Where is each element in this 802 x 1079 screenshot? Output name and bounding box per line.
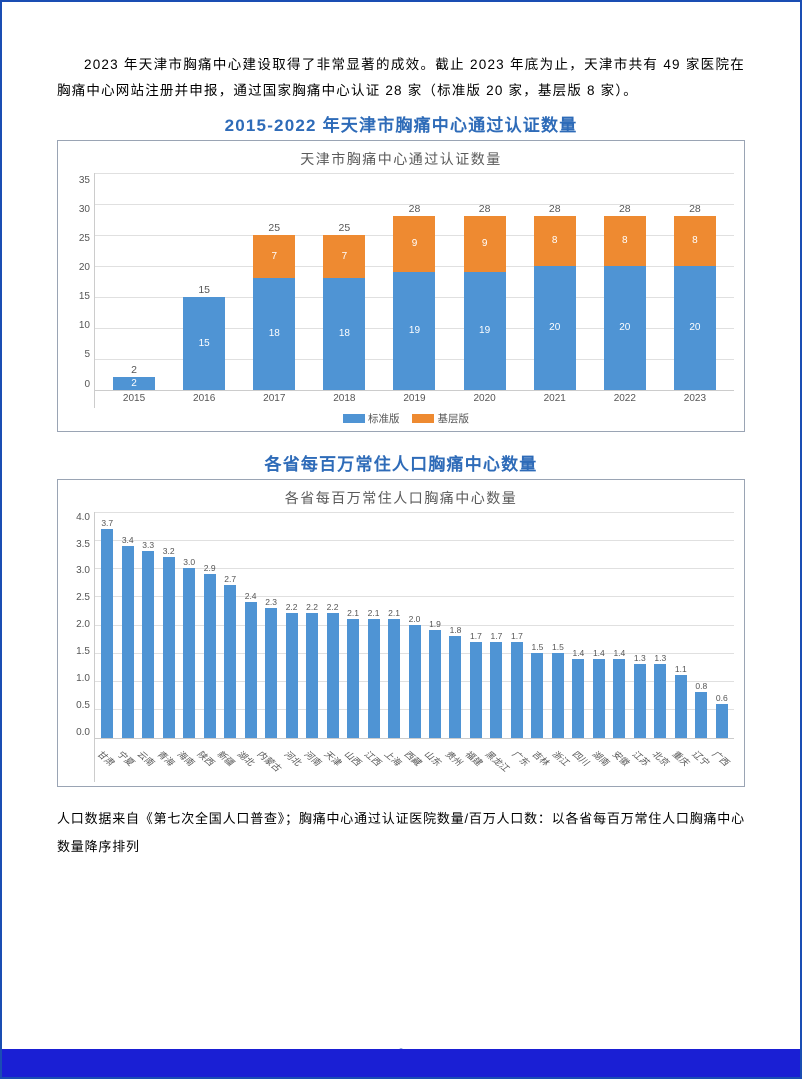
- chart1-x-axis: 201520162017201820192020202120222023: [95, 390, 734, 408]
- chart1-bars: 2215152518725187281992819928208282082820…: [95, 173, 734, 390]
- footnote: 人口数据来自《第七次全国人口普查》；胸痛中心通过认证医院数量/百万人口数：以各省…: [57, 805, 745, 862]
- legend-swatch-standard: [343, 414, 365, 423]
- chart1-inner-title: 天津市胸痛中心通过认证数量: [68, 149, 734, 169]
- chart2-inner-title: 各省每百万常住人口胸痛中心数量: [68, 488, 734, 508]
- legend-swatch-base: [412, 414, 434, 423]
- legend-label-base: 基层版: [437, 413, 469, 425]
- chart2-bars: 3.73.43.33.23.02.92.72.42.32.22.22.22.12…: [95, 512, 734, 738]
- page-frame: 2023 年天津市胸痛中心建设取得了非常显著的成效。截止 2023 年底为止，天…: [0, 0, 802, 1079]
- legend-label-standard: 标准版: [368, 413, 400, 425]
- chart2-y-axis: 4.03.53.02.52.01.51.00.50.0: [68, 512, 94, 782]
- chart2-plot-area: 4.03.53.02.52.01.51.00.50.0 3.73.43.33.2…: [68, 512, 734, 782]
- chart1-title: 2015-2022 年天津市胸痛中心通过认证数量: [57, 111, 745, 136]
- intro-paragraph: 2023 年天津市胸痛中心建设取得了非常显著的成效。截止 2023 年底为止，天…: [57, 52, 745, 105]
- chart2-title: 各省每百万常住人口胸痛中心数量: [57, 450, 745, 475]
- chart1-container: 天津市胸痛中心通过认证数量 35302520151050 22151525187…: [57, 140, 745, 432]
- chart2-x-axis: 甘肃宁夏云南青海海南陕西新疆湖北内蒙古河北河南天津山西江西上海西藏山东贵州福建黑…: [95, 738, 734, 782]
- chart1-plot: 2215152518725187281992819928208282082820…: [94, 173, 734, 408]
- footer-bar: [2, 1049, 800, 1077]
- chart2-plot: 3.73.43.33.23.02.92.72.42.32.22.22.22.12…: [94, 512, 734, 782]
- chart1-y-axis: 35302520151050: [68, 173, 94, 408]
- chart2-container: 各省每百万常住人口胸痛中心数量 4.03.53.02.52.01.51.00.5…: [57, 479, 745, 787]
- chart1-legend: 标准版 基层版: [68, 408, 734, 427]
- chart1-plot-area: 35302520151050 2215152518725187281992819…: [68, 173, 734, 408]
